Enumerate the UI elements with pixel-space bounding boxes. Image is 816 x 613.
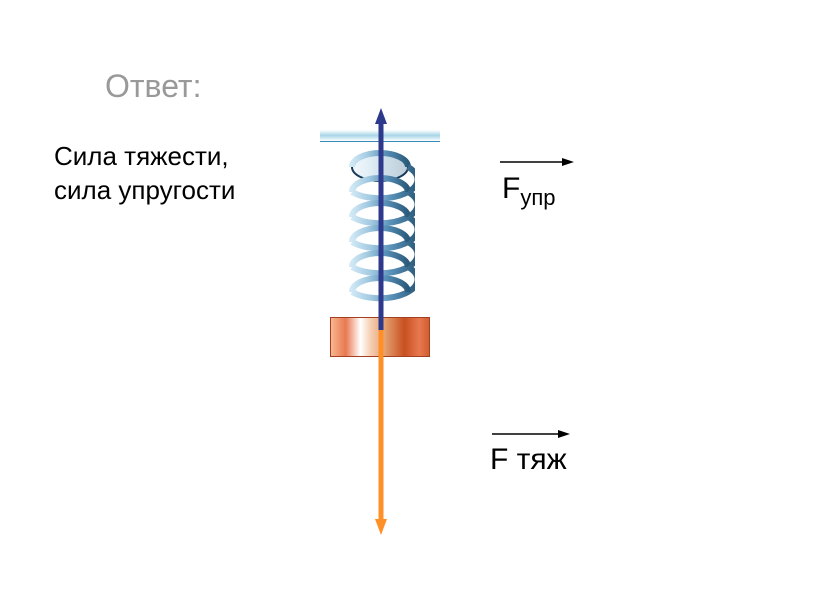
gravity-force-label: F тяж xyxy=(490,443,567,477)
elastic-force-vector xyxy=(374,108,388,338)
desc-line-2: сила упругости xyxy=(54,175,235,205)
force-subscript-elastic: упр xyxy=(520,185,555,210)
elastic-force-label: Fупр xyxy=(502,172,555,211)
answer-title: Ответ: xyxy=(105,68,201,105)
force-symbol-elastic: F xyxy=(502,172,520,205)
elastic-label-arrow xyxy=(500,156,576,168)
gravity-force-vector xyxy=(374,330,388,535)
gravity-label-arrow xyxy=(492,428,572,440)
force-symbol-gravity: F xyxy=(490,443,508,476)
force-text-gravity: тяж xyxy=(508,443,566,476)
description-text: Сила тяжести, сила упругости xyxy=(54,140,235,208)
desc-line-1: Сила тяжести, xyxy=(54,141,229,171)
